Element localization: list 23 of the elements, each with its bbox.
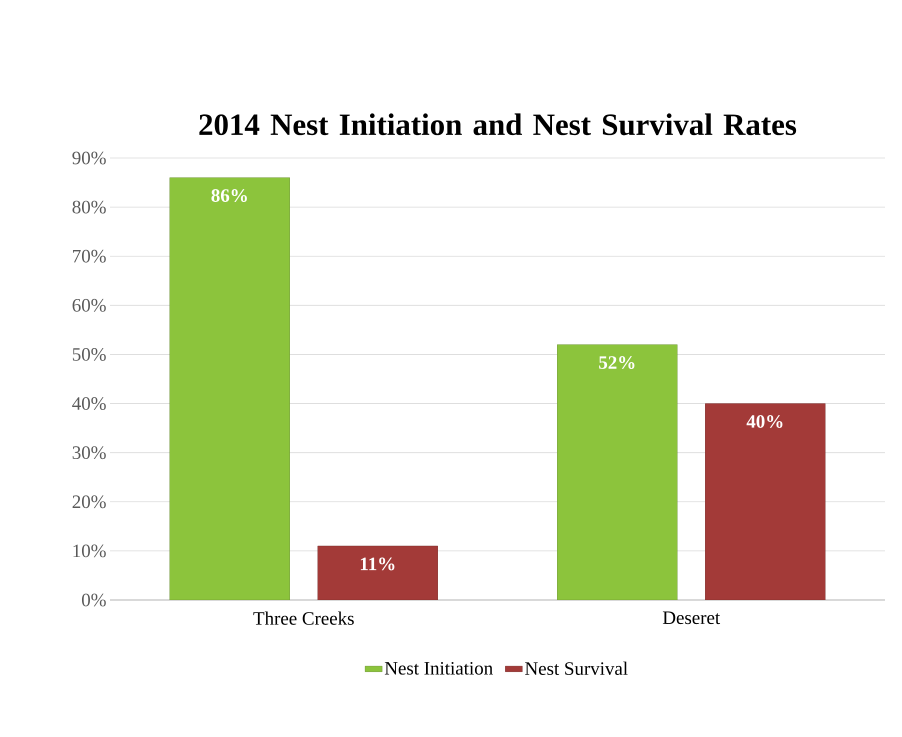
y-tick-label: 10%	[73, 544, 106, 558]
bar	[705, 403, 826, 600]
bar	[170, 177, 290, 600]
x-tick-label: Three Creeks	[253, 612, 354, 625]
data-label: 40%	[746, 415, 782, 428]
y-tick-label: 80%	[72, 200, 106, 214]
y-tick-label: 0%	[82, 594, 106, 606]
data-label: 52%	[599, 356, 634, 369]
legend-label: Nest Initiation	[384, 662, 493, 675]
y-tick-label: 50%	[72, 348, 106, 361]
y-tick-label: 40%	[72, 397, 106, 410]
bar	[557, 344, 678, 600]
x-tick-label: Deseret	[662, 612, 720, 624]
bar	[318, 546, 438, 600]
legend-label: Nest Survival	[525, 662, 628, 675]
y-tick-label: 60%	[72, 298, 106, 312]
y-tick-label: 20%	[72, 495, 106, 508]
y-tick-label: 90%	[72, 152, 106, 164]
data-label: 86%	[211, 189, 247, 202]
y-tick-label: 30%	[72, 446, 106, 460]
y-tick-label: 70%	[73, 250, 106, 263]
chart-title: 2014 Nest Initiation and Nest Survival Rates	[199, 113, 796, 136]
data-label: 11%	[360, 558, 394, 570]
